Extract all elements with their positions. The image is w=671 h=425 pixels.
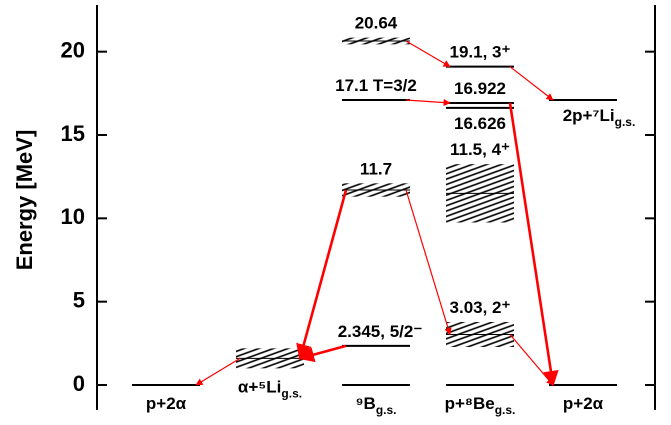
- level-label-text: 19.1, 3⁺: [450, 43, 511, 62]
- level-label-text: 16.626: [454, 114, 506, 133]
- level-label: 19.1, 3⁺: [450, 43, 511, 62]
- level-label: p+⁸Beg.s.: [445, 394, 516, 417]
- level-label: 16.626: [454, 114, 506, 133]
- transition-arrow: [405, 98, 451, 107]
- level-label: 2.345, 5/2⁻: [338, 322, 423, 341]
- y-tick-label: 0: [73, 371, 85, 396]
- y-tick-label: 5: [73, 287, 85, 312]
- level-label: ⁹Bg.s.: [355, 394, 396, 417]
- transition-arrow: [405, 189, 452, 336]
- level-label-text: 16.922: [454, 79, 506, 98]
- transition-arrow: [405, 40, 451, 68]
- level-label: 2p+⁷Lig.s.: [563, 106, 636, 129]
- level-label: α+⁵Lig.s.: [238, 378, 302, 401]
- y-tick-label: 10: [61, 204, 85, 229]
- level-label-text: α+⁵Li: [238, 378, 281, 397]
- level-label: p+2α: [146, 394, 187, 413]
- transition-arrow: [509, 334, 554, 386]
- level-label-sub: g.s.: [615, 115, 636, 129]
- level-label-text: 20.64: [355, 14, 398, 33]
- level-label-text: 2.345, 5/2⁻: [338, 322, 423, 341]
- level-label: 16.922: [454, 79, 506, 98]
- level-label: 3.03, 2⁺: [450, 298, 511, 317]
- level-label: 11.5, 4⁺: [450, 141, 510, 160]
- level-label: 20.64: [355, 14, 398, 33]
- y-tick-label: 20: [61, 37, 85, 62]
- y-tick-label: 15: [61, 121, 85, 146]
- level-label-sub: g.s.: [495, 403, 516, 417]
- transition-arrow: [195, 357, 241, 386]
- level-label-text: p+2α: [563, 394, 604, 413]
- level-label-text: p+⁸Be: [445, 394, 495, 413]
- level-label: p+2α: [563, 394, 604, 413]
- transition-arrow: [508, 102, 559, 387]
- level-label-text: 17.1 T=3/2: [335, 76, 417, 95]
- level-label-text: 2p+⁷Li: [563, 106, 615, 125]
- transition-arrow: [296, 189, 348, 360]
- transition-arrow: [298, 344, 347, 363]
- level-label-text: p+2α: [146, 394, 187, 413]
- level-label-text: 11.5, 4⁺: [450, 141, 510, 160]
- y-axis-label: Energy [MeV]: [12, 130, 37, 271]
- level-label: 17.1 T=3/2: [335, 76, 417, 95]
- level-label-sub: g.s.: [376, 403, 397, 417]
- transition-arrow: [509, 66, 554, 101]
- level-label: 11.7: [360, 160, 392, 179]
- level-label-text: 3.03, 2⁺: [450, 298, 511, 317]
- level-label-text: ⁹B: [355, 394, 375, 413]
- level-label-sub: g.s.: [281, 387, 302, 401]
- level-label-text: 11.7: [360, 160, 392, 179]
